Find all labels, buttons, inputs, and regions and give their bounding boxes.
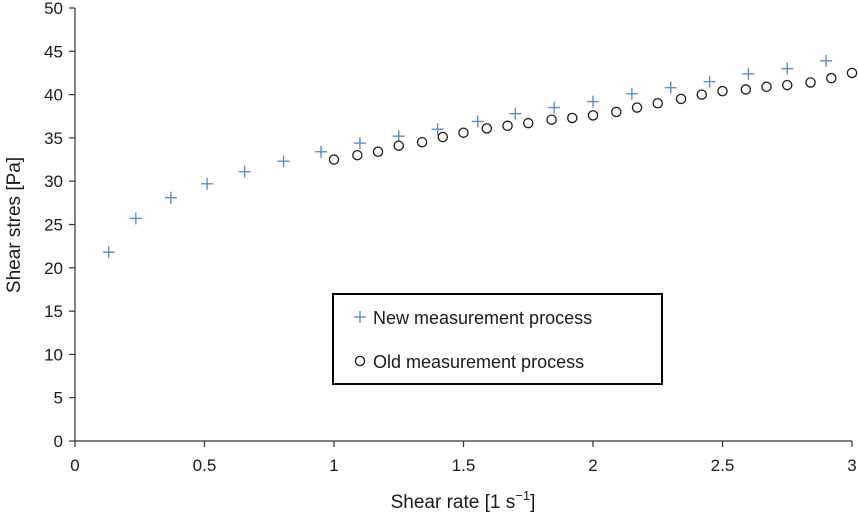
x-axis-title-suffix: ] bbox=[530, 492, 535, 513]
data-point bbox=[416, 136, 428, 148]
data-point bbox=[129, 212, 142, 225]
x-tick-label: 2.5 bbox=[711, 456, 735, 475]
legend-label-old: Old measurement process bbox=[373, 352, 584, 372]
legend-box bbox=[332, 293, 663, 385]
data-point bbox=[587, 110, 599, 121]
series-old-measurement bbox=[328, 67, 858, 165]
y-tick-label: 15 bbox=[44, 302, 63, 321]
x-axis-title: Shear rate [1 s−1] bbox=[391, 488, 536, 513]
data-point bbox=[392, 130, 405, 143]
legend-plus-marker bbox=[354, 311, 366, 323]
data-point bbox=[782, 79, 793, 91]
y-tick-label: 35 bbox=[44, 129, 63, 148]
data-point bbox=[696, 89, 708, 100]
x-tick-label: 2 bbox=[588, 456, 597, 475]
data-point bbox=[353, 137, 366, 150]
legend-circle-marker bbox=[354, 355, 366, 367]
data-point bbox=[102, 246, 115, 259]
data-point bbox=[546, 114, 557, 125]
data-point bbox=[652, 98, 664, 109]
data-point bbox=[502, 120, 513, 132]
data-point bbox=[664, 81, 677, 94]
x-axis-title-main: Shear rate [1 s bbox=[391, 492, 516, 513]
data-point bbox=[548, 101, 561, 114]
data-point bbox=[846, 67, 858, 79]
y-tick-label: 25 bbox=[44, 216, 63, 235]
data-point bbox=[611, 106, 622, 118]
legend-label-new: New measurement process bbox=[373, 308, 592, 328]
y-tick-label: 0 bbox=[54, 432, 63, 451]
x-axis-title-exponent: −1 bbox=[515, 488, 530, 503]
legend-marker-old bbox=[354, 355, 366, 367]
data-point bbox=[372, 146, 384, 158]
series-new-measurement bbox=[102, 54, 833, 259]
x-ticks: 0 0.5 1 1.5 2 2.5 3 bbox=[70, 441, 857, 475]
data-point bbox=[717, 85, 728, 97]
data-point bbox=[431, 123, 444, 136]
data-point bbox=[703, 75, 716, 88]
x-tick-label: 3 bbox=[847, 456, 856, 475]
data-point bbox=[164, 191, 177, 204]
data-point bbox=[742, 67, 755, 80]
x-tick-label: 1.5 bbox=[452, 456, 476, 475]
legend-marker-new bbox=[354, 311, 366, 323]
data-point bbox=[458, 127, 469, 138]
data-point bbox=[352, 149, 363, 161]
data-point bbox=[328, 154, 340, 165]
data-point bbox=[201, 177, 214, 190]
data-point bbox=[471, 115, 484, 128]
data-point bbox=[761, 81, 772, 93]
x-tick-label: 0.5 bbox=[193, 456, 217, 475]
data-points bbox=[102, 54, 858, 259]
data-point bbox=[625, 87, 638, 100]
data-point bbox=[437, 131, 449, 143]
data-point bbox=[805, 77, 816, 88]
x-tick-label: 1 bbox=[329, 456, 338, 475]
data-point bbox=[740, 84, 752, 95]
y-tick-label: 45 bbox=[44, 42, 63, 61]
y-tick-label: 50 bbox=[44, 0, 63, 18]
data-point bbox=[277, 155, 290, 168]
data-point bbox=[509, 107, 522, 120]
y-tick-label: 30 bbox=[44, 172, 63, 191]
data-point bbox=[393, 140, 404, 151]
data-point bbox=[631, 102, 643, 113]
legend: New measurement process Old measurement … bbox=[332, 293, 663, 385]
data-point bbox=[820, 54, 833, 67]
y-tick-label: 10 bbox=[44, 345, 63, 364]
data-point bbox=[315, 145, 328, 158]
data-point bbox=[238, 165, 251, 178]
data-point bbox=[523, 117, 534, 129]
y-tick-label: 40 bbox=[44, 86, 63, 105]
y-ticks: 0 5 10 15 20 25 30 35 40 45 50 bbox=[44, 0, 75, 451]
x-tick-label: 0 bbox=[70, 456, 79, 475]
y-tick-label: 20 bbox=[44, 259, 63, 278]
data-point bbox=[781, 62, 794, 75]
y-axis-title: Shear stres [Pa] bbox=[4, 157, 25, 293]
data-point bbox=[567, 112, 578, 124]
data-point bbox=[675, 93, 687, 105]
data-point bbox=[826, 72, 837, 84]
y-tick-label: 5 bbox=[54, 389, 63, 408]
data-point bbox=[587, 95, 599, 108]
data-point bbox=[481, 123, 493, 134]
